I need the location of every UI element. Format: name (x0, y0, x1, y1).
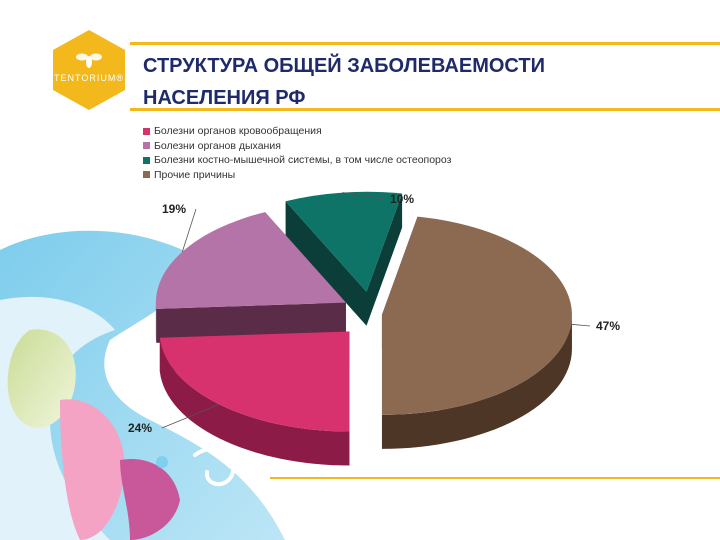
pie-slice (285, 191, 403, 326)
page-title-line-1: СТРУКТУРА ОБЩЕЙ ЗАБОЛЕВАЕМОСТИ (143, 55, 545, 77)
data-label: 47% (596, 319, 620, 333)
legend-label: Болезни органов кровообращения (154, 125, 322, 138)
pie-slice-wall (285, 201, 367, 326)
legend-swatch (143, 171, 150, 179)
pie-slice (159, 331, 350, 466)
pie-slice (155, 212, 346, 343)
tentorium-logo (53, 30, 125, 110)
pie-slice-top (159, 331, 350, 432)
chart-legend: Болезни органов кровообращения Болезни о… (143, 124, 451, 182)
pie-slice-top (381, 216, 572, 415)
pie-slice-rim (159, 337, 350, 466)
page-title-line-2: НАСЕЛЕНИЯ РФ (143, 87, 306, 109)
leader-line (342, 192, 385, 200)
pie-slice (381, 216, 572, 449)
pie-slice-rim (381, 314, 572, 449)
leader-line (571, 323, 591, 327)
bee-icon (76, 53, 102, 68)
logo-text: TENTORIUM® (54, 73, 124, 83)
data-label: 19% (162, 202, 186, 216)
legend-item: Болезни костно-мышечной системы, в том ч… (143, 153, 451, 168)
legend-swatch (143, 156, 150, 164)
legend-item: Прочие причины (143, 168, 451, 183)
title-top-rule (130, 42, 720, 45)
legend-label: Болезни органов дыхания (154, 139, 281, 152)
leader-line (181, 208, 197, 252)
legend-label: Прочие причины (154, 168, 236, 181)
data-label: 24% (128, 421, 152, 435)
pie-slice-top (285, 191, 403, 292)
pie-slice-top (155, 212, 346, 309)
pie-slice-wall (366, 193, 403, 326)
footer-rule (270, 477, 720, 479)
legend-label: Болезни костно-мышечной системы, в том ч… (154, 154, 452, 167)
legend-item: Болезни органов дыхания (143, 139, 451, 154)
title-bottom-rule (130, 108, 720, 111)
leader-line (161, 404, 220, 429)
legend-swatch (143, 142, 150, 150)
data-label: 10% (390, 192, 414, 206)
page-title: СТРУКТУРА ОБЩЕЙ ЗАБОЛЕВАЕМОСТИ НАСЕЛЕНИЯ… (143, 50, 703, 114)
legend-swatch (143, 127, 150, 135)
pie-slice-wall (156, 302, 346, 343)
legend-item: Болезни органов кровообращения (143, 124, 451, 139)
